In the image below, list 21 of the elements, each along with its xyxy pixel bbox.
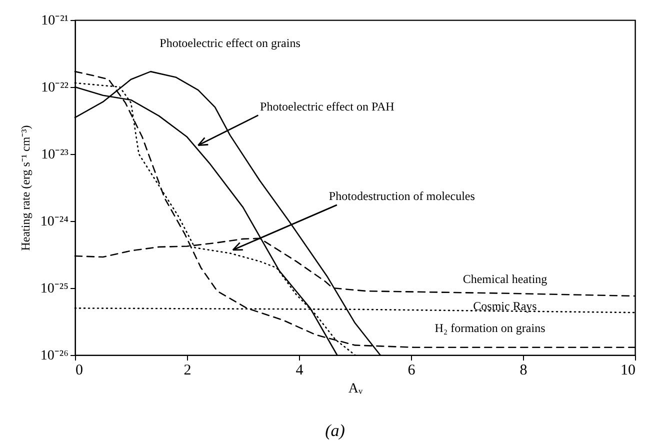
y-tick-label: 10⁻²⁴ xyxy=(40,214,69,230)
annotation: Photodestruction of molecules xyxy=(328,188,476,203)
y-axis-title: Heating rate (erg s⁻¹ cm⁻³) xyxy=(18,125,32,251)
text: (a) xyxy=(325,421,346,440)
annotation: Photoelectric effect on grains xyxy=(160,36,301,50)
x-tick-label: 6 xyxy=(408,362,416,378)
x-tick-label: 10 xyxy=(620,362,636,378)
annotation: Cosmic Rays xyxy=(473,299,538,313)
annotation: H₂ formation on grains xyxy=(434,321,546,335)
x-tick-label: 8 xyxy=(520,362,528,378)
x-tick-label: 0 xyxy=(76,362,83,378)
y-tick-label: 10⁻²² xyxy=(41,80,68,96)
x-tick-label: 4 xyxy=(296,362,304,378)
y-tick-label: 10⁻²⁶ xyxy=(40,348,69,364)
y-tick-label: 10⁻²¹ xyxy=(41,14,68,28)
y-tick-label: 10⁻²³ xyxy=(41,148,68,162)
annotation: Chemical heating xyxy=(462,272,548,286)
x-tick-label: 2 xyxy=(184,362,192,378)
x-axis-title: Aᵥ xyxy=(348,382,364,396)
y-tick-label: 10⁻²⁵ xyxy=(40,282,69,296)
annotation: Photoelectric effect on PAH xyxy=(260,99,395,114)
